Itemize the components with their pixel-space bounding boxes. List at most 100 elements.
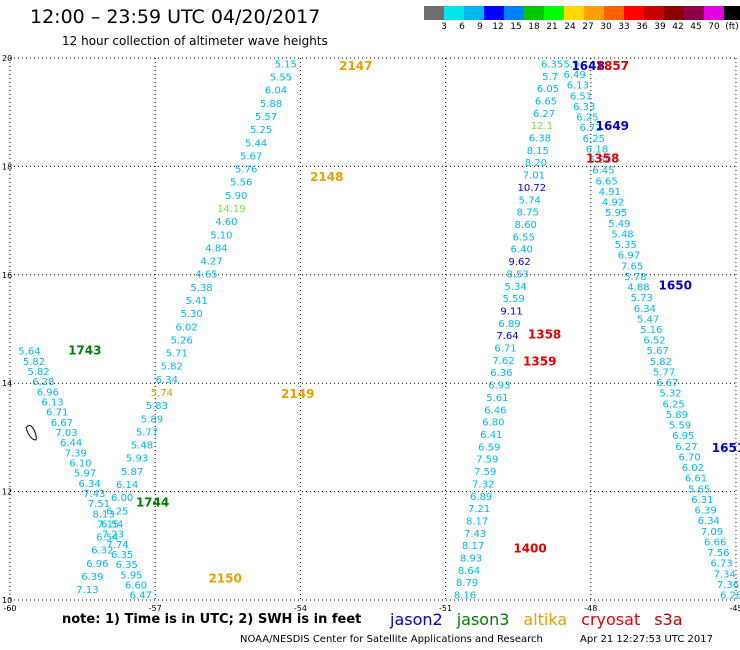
wave-height-point: 6.32: [91, 546, 113, 557]
color-swatch: [644, 6, 664, 20]
wave-height-point: 6.35: [541, 59, 563, 70]
x-tick-label: -60: [3, 604, 16, 613]
wave-height-point: 6.41: [480, 430, 502, 441]
wave-height-point: 6.73: [710, 559, 732, 570]
wave-height-point: 6.61: [685, 474, 707, 485]
color-scale-label: 18: [528, 22, 540, 32]
x-tick-label: -48: [584, 604, 597, 613]
wave-height-point: 5.90: [225, 191, 247, 202]
wave-height-point: 7.09: [701, 527, 723, 538]
wave-height-point: 6.89: [470, 492, 492, 503]
wave-height-point: 5.76: [235, 165, 257, 176]
wave-height-point: 6.44: [60, 438, 82, 449]
wave-height-point: 4.92: [602, 198, 624, 209]
wave-height-point: 8.60: [515, 220, 537, 231]
wave-height-point: 5.67: [240, 151, 262, 162]
legend-entry: jason3: [456, 610, 510, 629]
wave-height-point: 6.45: [592, 166, 614, 177]
color-scale-label: 6: [459, 22, 465, 32]
color-swatch: [664, 6, 684, 20]
wave-height-point: 6.72: [579, 123, 601, 134]
y-tick-label: 16: [2, 271, 12, 280]
wave-height-point: 7.64: [496, 331, 518, 342]
wave-height-point: 5.71: [166, 349, 188, 360]
legend-entry: cryosat: [581, 610, 641, 629]
wave-height-point: 4.91: [599, 187, 621, 198]
wave-height-point: 6.89: [498, 319, 520, 330]
y-tick-label: 12: [2, 488, 12, 497]
wave-height-point: 5.65: [688, 484, 710, 495]
color-swatch: [544, 6, 564, 20]
wave-height-point: 6.71: [494, 344, 516, 355]
color-swatch: [624, 6, 644, 20]
wave-height-point: 6.13: [567, 81, 589, 92]
color-scale-label: 27: [582, 22, 594, 32]
wave-height-point: 7.56: [707, 548, 729, 559]
wave-height-point: 5.57: [255, 112, 277, 123]
wave-height-point: 6.47: [130, 591, 152, 602]
wave-height-point: 6.34: [698, 516, 720, 527]
pass-number-label: 1649: [596, 119, 629, 133]
color-scale-bar: [424, 6, 740, 20]
wave-height-point: 14.19: [217, 204, 246, 215]
credit-text: NOAA/NESDIS Center for Satellite Applica…: [240, 634, 543, 645]
wave-height-point: 8.93: [460, 554, 482, 565]
wave-height-point: 6.34: [79, 479, 101, 490]
wave-height-point: 8.15: [527, 146, 549, 157]
wave-height-point: 5.26: [171, 335, 193, 346]
wave-height-point: 7.59: [476, 455, 498, 466]
wave-height-point: 8.75: [517, 208, 539, 219]
wave-height-point: 6.18: [586, 144, 608, 155]
wave-height-point: 5.61: [486, 393, 508, 404]
wave-height-point: 5.74: [151, 388, 173, 399]
wave-height-point: 8.64: [458, 566, 480, 577]
wave-height-point: 5.38: [190, 283, 212, 294]
wave-height-point: 6.35: [116, 560, 138, 571]
wave-height-point: 6.55: [513, 232, 535, 243]
color-scale-label: 21: [546, 22, 558, 32]
wave-height-point: 6.04: [265, 86, 287, 97]
x-tick-label: -57: [149, 604, 162, 613]
color-swatch: [484, 6, 504, 20]
wave-height-point: 6.13: [41, 397, 63, 408]
wave-height-point: 5.41: [185, 296, 207, 307]
wave-height-point: 5.73: [631, 293, 653, 304]
wave-height-point: 4.84: [205, 243, 227, 254]
wave-height-point: 5.15: [275, 59, 297, 70]
page-subtitle: 12 hour collection of altimeter wave hei…: [62, 34, 328, 48]
wave-height-point: 5.77: [653, 367, 675, 378]
wave-height-point: 6.65: [595, 176, 617, 187]
wave-height-point: 6.67: [656, 378, 678, 389]
wave-height-point: 8.79: [456, 578, 478, 589]
legend-entry: altika: [523, 610, 568, 629]
wave-height-point: 7.39: [65, 448, 87, 459]
wave-height-point: 5.10: [210, 230, 232, 241]
wave-height-point: 5.48: [131, 441, 153, 452]
wave-height-point: 6.14: [116, 480, 138, 491]
wave-height-point: 7.36: [717, 580, 739, 591]
wave-height-point: 5.34: [504, 282, 526, 293]
x-tick-label: -51: [439, 604, 452, 613]
pass-number-label: 1358: [586, 151, 619, 165]
wave-height-point: 6.67: [51, 418, 73, 429]
wave-height-point: 4.27: [200, 257, 222, 268]
wave-height-point: 5.80: [589, 155, 611, 166]
wave-height-point: 6.49: [564, 70, 586, 81]
wave-height-point: 7.32: [472, 479, 494, 490]
wave-height-point: 5.74: [519, 195, 541, 206]
pass-number-label: 2149: [281, 387, 314, 401]
wave-height-point: 6.96: [86, 559, 108, 570]
pass-number-label: 1648: [571, 59, 604, 73]
wave-height-point: 6.36: [490, 368, 512, 379]
y-tick-label: 18: [2, 162, 12, 171]
color-scale-label: 36: [636, 22, 648, 32]
wave-height-point: 6.00: [111, 493, 133, 504]
wave-height-point: 5.89: [666, 410, 688, 421]
wave-height-point: 6.35: [111, 550, 133, 561]
wave-height-point: 8.17: [462, 541, 484, 552]
wave-height-point: 5.59: [502, 294, 524, 305]
wave-height-point: 5.59: [669, 421, 691, 432]
